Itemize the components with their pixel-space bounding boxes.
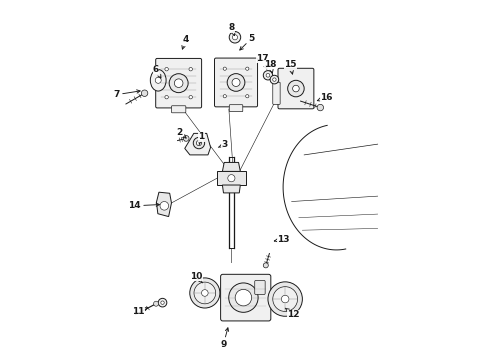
Ellipse shape [150,69,166,91]
Circle shape [268,282,302,316]
FancyBboxPatch shape [278,68,314,109]
Circle shape [227,74,245,91]
FancyBboxPatch shape [229,105,243,112]
Circle shape [228,175,235,182]
Circle shape [235,289,252,306]
Circle shape [190,278,220,308]
Circle shape [232,78,240,86]
Circle shape [263,71,272,80]
Text: 3: 3 [219,140,227,149]
Circle shape [153,301,159,306]
Circle shape [281,295,289,303]
Polygon shape [185,134,211,155]
Circle shape [161,301,164,304]
FancyBboxPatch shape [156,58,201,108]
Circle shape [223,95,226,98]
Circle shape [270,75,279,84]
Circle shape [229,283,258,312]
Polygon shape [217,171,245,185]
Circle shape [272,78,276,81]
Text: 8: 8 [228,23,235,36]
Circle shape [193,138,205,149]
Circle shape [189,95,193,99]
Polygon shape [156,192,172,217]
Polygon shape [222,162,240,171]
FancyBboxPatch shape [220,274,271,321]
Circle shape [155,77,161,83]
FancyBboxPatch shape [255,280,265,294]
Circle shape [263,263,269,268]
Circle shape [317,104,323,111]
Text: 1: 1 [198,132,204,144]
Circle shape [245,67,249,70]
Text: 11: 11 [132,307,147,316]
Text: 16: 16 [318,93,333,102]
Text: 12: 12 [285,308,300,319]
Text: 13: 13 [274,235,290,244]
Text: 15: 15 [284,60,296,74]
Circle shape [201,290,208,296]
Circle shape [169,74,188,93]
Circle shape [266,73,270,77]
Text: 7: 7 [113,90,140,99]
Circle shape [194,282,216,304]
Text: 5: 5 [240,34,255,50]
Polygon shape [222,185,240,193]
Text: 14: 14 [128,201,159,210]
FancyBboxPatch shape [215,58,258,107]
Circle shape [288,80,304,97]
Circle shape [245,95,249,98]
Circle shape [196,140,201,146]
Text: 2: 2 [176,128,186,138]
Circle shape [223,67,226,70]
Circle shape [232,35,238,40]
Circle shape [160,202,169,210]
Text: 4: 4 [182,35,189,49]
Text: 6: 6 [153,65,161,78]
Text: 10: 10 [191,271,203,283]
Circle shape [174,79,183,87]
Circle shape [273,287,297,311]
Text: 9: 9 [220,328,229,349]
Circle shape [165,67,169,71]
Circle shape [141,90,148,96]
Text: 18: 18 [264,60,276,73]
FancyBboxPatch shape [273,82,280,104]
Circle shape [158,298,167,307]
FancyBboxPatch shape [172,106,186,113]
Text: 17: 17 [256,54,269,69]
Circle shape [165,95,169,99]
Circle shape [293,85,299,92]
Circle shape [229,32,241,43]
Circle shape [189,67,193,71]
Circle shape [183,135,189,141]
